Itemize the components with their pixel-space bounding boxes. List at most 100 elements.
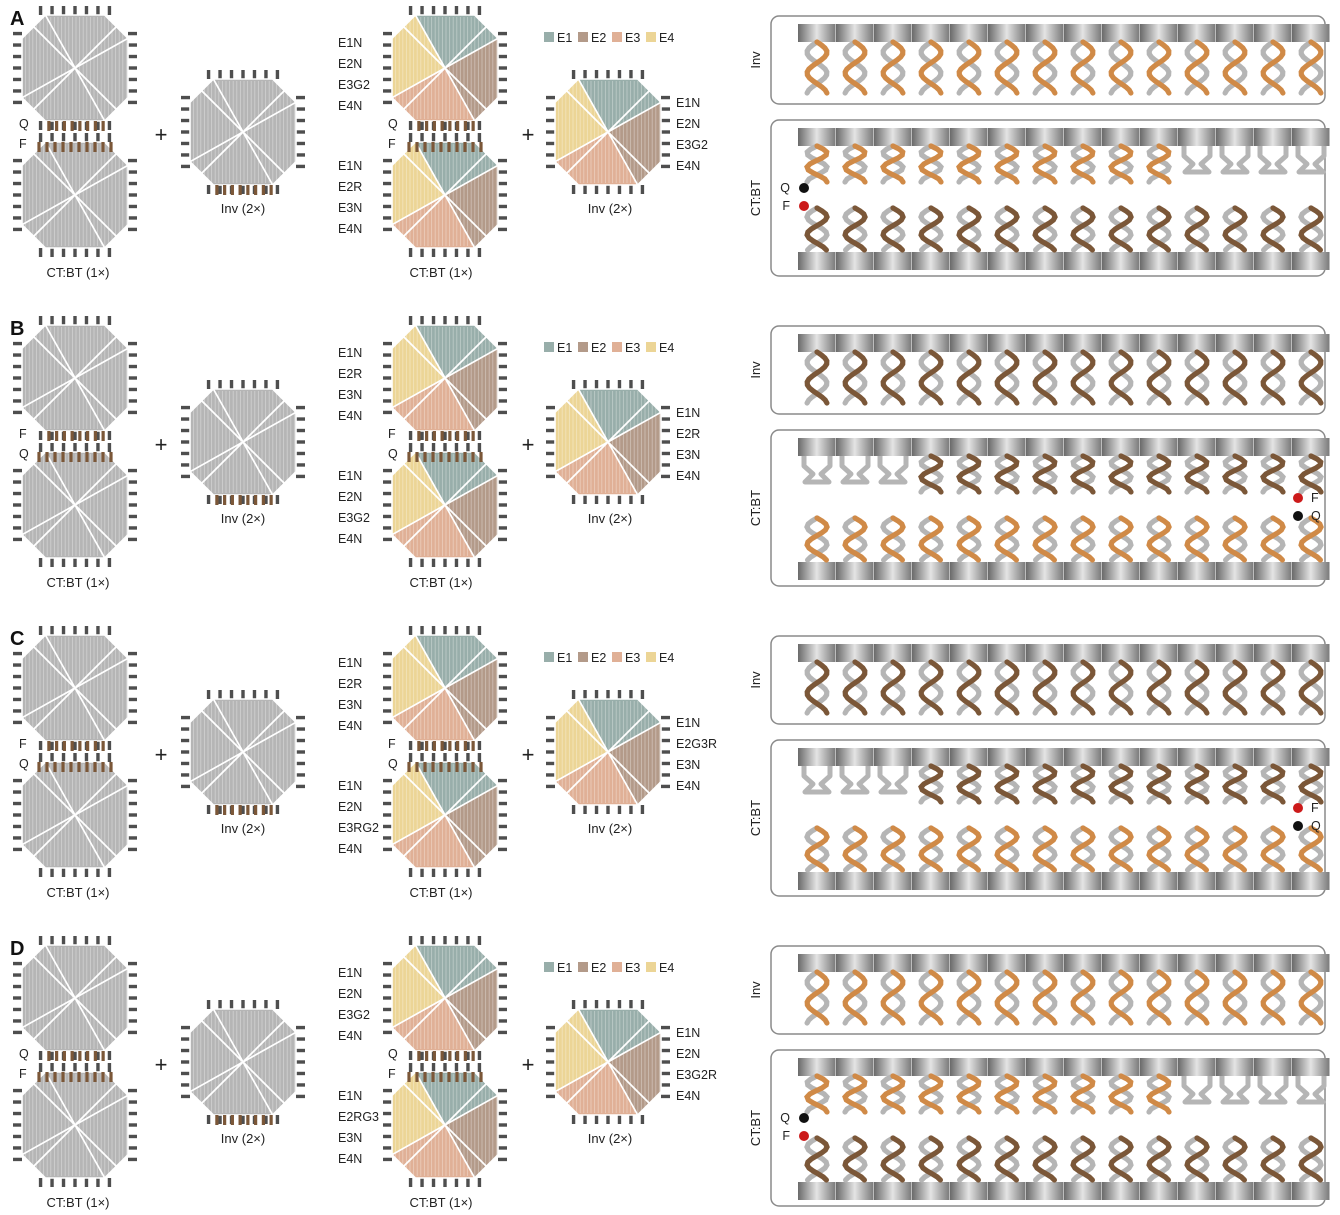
top-strand-list: E1N E2N E3G2 E4N bbox=[338, 36, 370, 113]
strand-label: E4N bbox=[338, 842, 362, 856]
inv-strand-list: E1N E2R E3N E4N bbox=[676, 406, 700, 483]
strand-label: E1N bbox=[338, 1089, 362, 1103]
marker-label: Q bbox=[388, 1047, 398, 1061]
strand-helix bbox=[842, 1135, 868, 1183]
connector-fringe bbox=[37, 142, 113, 152]
strand-helix bbox=[1070, 825, 1096, 873]
strand-helix bbox=[1222, 969, 1248, 1026]
helix-bundle bbox=[546, 70, 670, 194]
strand-helix bbox=[1184, 515, 1210, 563]
legend-swatch bbox=[544, 32, 554, 42]
helix-bundle bbox=[383, 753, 507, 877]
bottom-strand-list: E1N E2N E3RG2 E4N bbox=[338, 779, 379, 856]
strand-helix bbox=[918, 143, 944, 185]
strand-helix bbox=[956, 659, 982, 716]
strand-helix bbox=[994, 763, 1020, 805]
strand-loop bbox=[1257, 1076, 1289, 1105]
helix-bundle bbox=[181, 690, 305, 814]
strand-helix bbox=[804, 205, 830, 253]
strand-loop bbox=[1181, 1076, 1213, 1105]
strand-helix bbox=[956, 453, 982, 495]
strand-label: E1N bbox=[338, 656, 362, 670]
connector-fringe bbox=[47, 121, 105, 131]
helix-row bbox=[798, 438, 1330, 456]
strand-label: E2N bbox=[338, 800, 362, 814]
strand-label: E4N bbox=[338, 409, 362, 423]
strand-helix bbox=[1070, 763, 1096, 805]
ctbt-caption: CT:BT (1×) bbox=[47, 265, 110, 280]
strand-helix bbox=[1146, 1135, 1172, 1183]
strand-helix bbox=[918, 659, 944, 716]
legend-label: E2 bbox=[591, 31, 606, 45]
marker-dot bbox=[1293, 821, 1303, 831]
legend-label: E4 bbox=[659, 651, 674, 665]
side-label: CT:BT bbox=[748, 180, 763, 216]
marker-label: F bbox=[19, 427, 27, 441]
strand-helix bbox=[956, 349, 982, 406]
strand-helix bbox=[994, 143, 1020, 185]
connector-fringe bbox=[407, 762, 483, 772]
strand-helix bbox=[956, 205, 982, 253]
helix-bundle bbox=[13, 133, 137, 257]
strand-helix bbox=[1146, 1073, 1172, 1115]
panel-letter: B bbox=[10, 318, 24, 340]
helix-bundle bbox=[546, 690, 670, 814]
strand-helix bbox=[994, 349, 1020, 406]
strand-helix bbox=[1298, 453, 1324, 495]
strand-label: E1N bbox=[338, 346, 362, 360]
strand-helix bbox=[994, 205, 1020, 253]
strand-helix bbox=[1108, 763, 1134, 805]
strand-helix bbox=[1298, 1135, 1324, 1183]
inv-caption: Inv (2×) bbox=[221, 1131, 265, 1146]
strand-helix bbox=[880, 205, 906, 253]
strand-helix bbox=[1298, 515, 1324, 563]
strand-helix bbox=[956, 1073, 982, 1115]
strand-helix bbox=[1260, 969, 1286, 1026]
helix-bundle bbox=[181, 70, 305, 194]
strand-helix bbox=[1298, 659, 1324, 716]
strand-helix bbox=[994, 453, 1020, 495]
strand-helix bbox=[918, 1073, 944, 1115]
strand-helix bbox=[1222, 205, 1248, 253]
strand-helix bbox=[1184, 39, 1210, 96]
connector-fringe bbox=[215, 495, 273, 505]
marker-dot bbox=[799, 1113, 809, 1123]
helix-bundle bbox=[13, 1063, 137, 1187]
strand-helix bbox=[880, 349, 906, 406]
strand-helix bbox=[1032, 515, 1058, 563]
strand-helix bbox=[1070, 39, 1096, 96]
strand-helix bbox=[1146, 659, 1172, 716]
plus-sign: + bbox=[155, 1052, 168, 1077]
strand-helix bbox=[880, 143, 906, 185]
strand-helix bbox=[1146, 349, 1172, 406]
ctbt-caption: CT:BT (1×) bbox=[410, 575, 473, 590]
strand-helix bbox=[804, 659, 830, 716]
strand-helix bbox=[994, 1073, 1020, 1115]
strand-helix bbox=[918, 1135, 944, 1183]
strand-label: E3N bbox=[338, 201, 362, 215]
top-strand-list: E1N E2R E3N E4N bbox=[338, 656, 362, 733]
strand-helix bbox=[1222, 39, 1248, 96]
side-label: CT:BT bbox=[748, 1110, 763, 1146]
strand-loop bbox=[801, 456, 833, 485]
connector-fringe bbox=[47, 1051, 105, 1061]
connector-fringe bbox=[37, 452, 113, 462]
strand-helix bbox=[1298, 969, 1324, 1026]
marker-dot bbox=[1293, 493, 1303, 503]
strand-label: E4N bbox=[338, 1152, 362, 1166]
plus-sign: + bbox=[155, 742, 168, 767]
strand-helix bbox=[1108, 1073, 1134, 1115]
strand-helix bbox=[994, 969, 1020, 1026]
strand-helix bbox=[804, 349, 830, 406]
helix-bundle bbox=[383, 936, 507, 1060]
strand-helix bbox=[880, 1135, 906, 1183]
strand-helix bbox=[880, 515, 906, 563]
strand-helix bbox=[804, 515, 830, 563]
connector-fringe bbox=[37, 1072, 113, 1082]
side-label: Inv bbox=[748, 51, 763, 69]
strand-helix bbox=[994, 825, 1020, 873]
strand-helix bbox=[1298, 763, 1324, 805]
strand-helix bbox=[880, 825, 906, 873]
